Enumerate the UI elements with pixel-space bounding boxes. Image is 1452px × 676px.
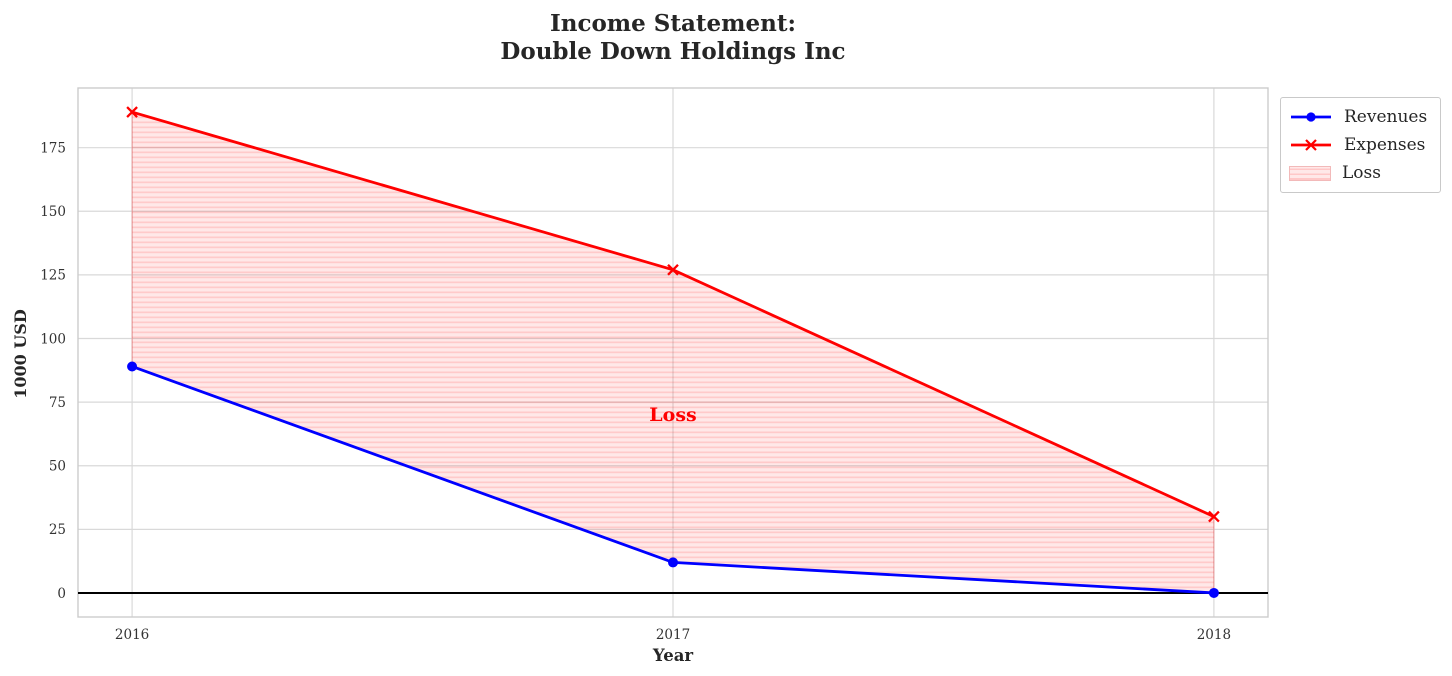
loss-annotation: Loss [649,403,697,426]
legend-item-revenues: Revenues [1289,104,1427,130]
expenses-marker [1208,510,1220,523]
revenues-marker [127,361,138,372]
y-tick-label: 175 [40,140,66,156]
expenses-line-swatch-icon [1291,139,1331,151]
legend-item-expenses: Expenses [1289,132,1427,158]
y-tick-label: 50 [49,459,66,475]
x-axis-label: Year [652,646,694,665]
x-tick-label: 2016 [115,627,149,643]
x-tick-label: 2017 [656,627,690,643]
chart-title: Income Statement: Double Down Holdings I… [78,10,1268,66]
y-tick-label: 25 [49,522,66,538]
expenses-marker [126,106,138,118]
x-tick-label: 2018 [1197,627,1231,643]
y-tick-label: 75 [49,395,66,411]
revenues-marker [1208,587,1219,598]
y-tick-label: 150 [40,204,66,220]
revenues-line-swatch-icon [1291,112,1331,122]
chart-title-line2: Double Down Holdings Inc [500,38,846,65]
legend: Revenues Expenses Loss [1280,97,1442,193]
legend-label-expenses: Expenses [1344,134,1426,155]
loss-patch-swatch-icon [1289,165,1331,181]
plot-border [77,87,1269,618]
y-tick-label: 0 [57,586,66,602]
revenues-marker [668,557,678,568]
legend-item-loss: Loss [1289,160,1427,186]
expenses-marker [667,263,679,276]
chart-title-line1: Income Statement: [549,10,796,37]
legend-label-loss: Loss [1342,162,1381,183]
y-tick-label: 100 [40,331,66,347]
y-tick-label: 125 [40,268,66,284]
legend-label-revenues: Revenues [1344,106,1428,127]
